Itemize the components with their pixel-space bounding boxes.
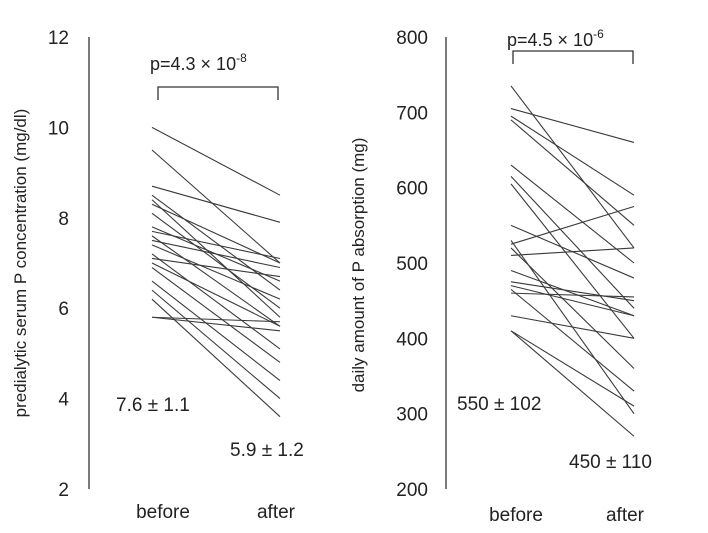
- right-series-lines: [510, 85, 635, 437]
- left-p-value: p=4.3 × 10-8: [150, 51, 247, 74]
- left-p-value-base: p=4.3 × 10: [150, 54, 236, 74]
- left-patient-line: [151, 316, 281, 332]
- left-x-tick-after: after: [257, 502, 296, 523]
- left-patient-line: [151, 194, 281, 291]
- right-p-value: p=4.5 × 10-6: [507, 27, 604, 50]
- right-y-tick-label: 400: [396, 329, 428, 350]
- left-patient-line: [151, 262, 281, 327]
- right-y-tick-label: 300: [396, 405, 428, 426]
- left-patient-line: [151, 185, 281, 223]
- left-y-tick-label: 10: [48, 118, 69, 139]
- right-patient-line: [510, 285, 635, 317]
- right-y-tick-label: 500: [396, 254, 428, 275]
- right-x-tick-before: before: [489, 505, 543, 526]
- left-y-tick-label: 6: [58, 299, 69, 320]
- right-patient-line: [510, 85, 635, 249]
- right-y-ticks: 200 300 400 500 600 700 800: [396, 28, 428, 501]
- right-patient-line: [510, 247, 635, 369]
- right-y-axis-title: daily amount of P absorption (mg): [349, 138, 368, 393]
- left-patient-line: [151, 203, 281, 264]
- left-y-ticks: 2 4 6 8 10 12: [48, 28, 70, 501]
- left-series-lines: [151, 126, 281, 418]
- right-patient-line: [510, 108, 635, 143]
- left-panel: 2 4 6 8 10 12 predialytic serum P concentrati…: [11, 28, 304, 523]
- right-patient-line: [510, 281, 635, 302]
- left-patient-line: [151, 235, 281, 327]
- left-patient-line: [151, 126, 281, 196]
- left-patient-line: [151, 289, 281, 400]
- left-y-tick-label: 2: [58, 480, 69, 501]
- left-significance-bracket: [157, 86, 279, 100]
- left-x-tick-before: before: [136, 502, 190, 523]
- right-patient-line: [510, 330, 635, 407]
- left-y-axis-title: predialytic serum P concentration (mg/dl…: [11, 109, 30, 418]
- right-patient-line: [510, 330, 635, 437]
- right-after-annotation: 450 ± 110: [569, 452, 652, 473]
- left-patient-line: [151, 149, 281, 264]
- left-patient-line: [151, 280, 281, 381]
- left-patient-line: [151, 316, 281, 323]
- right-panel: 200 300 400 500 600 700 800 daily amount of P …: [349, 27, 652, 526]
- right-x-tick-after: after: [606, 505, 645, 526]
- right-before-annotation: 550 ± 102: [457, 394, 541, 415]
- left-patient-line: [151, 267, 281, 363]
- right-patient-line: [510, 119, 635, 226]
- right-patient-line: [510, 270, 635, 317]
- right-patient-line: [510, 247, 635, 257]
- right-patient-line: [510, 115, 635, 196]
- left-patient-line: [151, 257, 281, 278]
- right-significance-bracket: [512, 50, 634, 64]
- right-p-value-base: p=4.5 × 10: [507, 30, 593, 50]
- left-patient-line: [151, 212, 281, 309]
- right-patient-line: [510, 183, 635, 339]
- right-p-value-exponent: -6: [593, 27, 604, 41]
- right-patient-line: [510, 240, 635, 414]
- left-y-tick-label: 8: [58, 209, 69, 230]
- left-y-tick-label: 12: [48, 28, 69, 49]
- left-patient-line: [151, 298, 281, 418]
- right-y-tick-label: 600: [396, 179, 428, 200]
- right-y-tick-label: 700: [396, 103, 428, 124]
- left-patient-line: [151, 230, 281, 260]
- left-y-tick-label: 4: [58, 390, 69, 411]
- right-patient-line: [510, 175, 635, 309]
- left-patient-line: [151, 199, 281, 318]
- right-y-tick-label: 800: [396, 28, 428, 49]
- right-patient-line: [510, 292, 635, 298]
- left-patient-line: [151, 239, 281, 269]
- left-after-annotation: 5.9 ± 1.2: [230, 440, 304, 461]
- left-patient-line: [151, 244, 281, 300]
- right-patient-line: [510, 288, 635, 392]
- left-before-annotation: 7.6 ± 1.1: [116, 395, 190, 416]
- right-y-tick-label: 200: [396, 480, 428, 501]
- left-patient-line: [151, 253, 281, 350]
- right-patient-line: [510, 205, 635, 245]
- left-p-value-exponent: -8: [236, 51, 247, 65]
- right-patient-line: [510, 164, 635, 264]
